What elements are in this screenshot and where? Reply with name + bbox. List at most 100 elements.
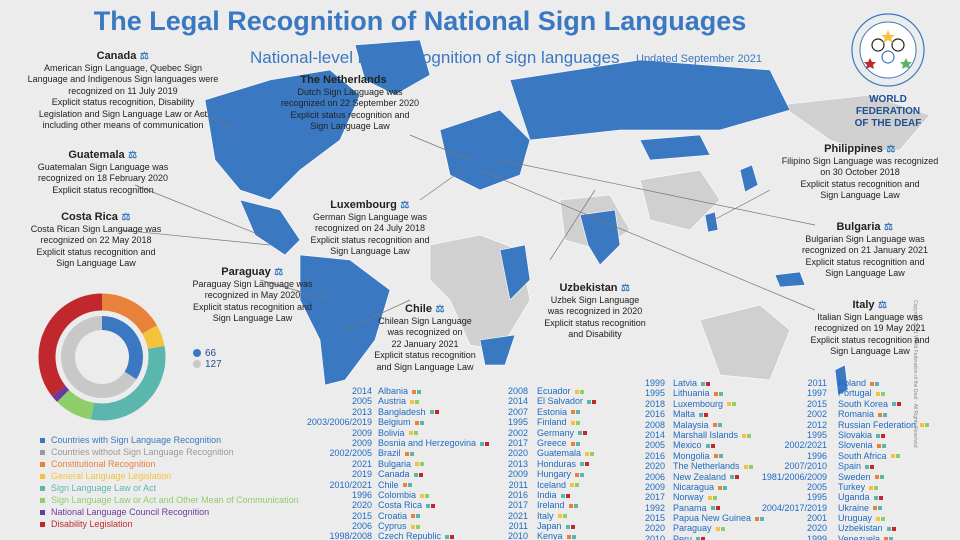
map-new-zealand — [834, 364, 849, 396]
category-marker — [574, 389, 579, 394]
row-country: Uganda — [838, 492, 883, 502]
category-marker — [715, 506, 720, 511]
row-year: 2020 — [351, 500, 372, 511]
row-year: 2012 — [806, 419, 827, 430]
row-country: The Netherlands — [673, 461, 753, 471]
row-country: Bulgaria — [378, 459, 425, 469]
row-country: Romania — [838, 409, 888, 419]
note-country-label: Paraguay — [221, 266, 271, 278]
category-marker — [414, 420, 419, 425]
row-year: 2016 — [644, 450, 665, 461]
category-marker — [889, 537, 894, 540]
category-marker — [585, 451, 590, 456]
category-marker — [568, 503, 573, 508]
count-recognized: 66 — [193, 348, 216, 359]
row-country-name: Paraguay — [673, 523, 712, 534]
note-line: Uzbek Sign Language — [550, 294, 640, 305]
row-country: Germany — [537, 428, 588, 438]
category-marker — [720, 527, 725, 532]
row-category-markers — [715, 523, 725, 533]
row-year: 2002/2005 — [329, 448, 372, 459]
row-country: Malaysia — [673, 420, 722, 430]
row-country: Ireland — [537, 500, 578, 510]
row-year: 2021 — [351, 458, 372, 469]
note-luxembourg: Luxembourg ⚖ German Sign Language was recog… — [290, 199, 450, 258]
count-recognized-dot — [193, 349, 201, 358]
category-marker — [748, 464, 753, 469]
note-country-label: The Netherlands — [300, 74, 387, 86]
note-country-name: Guatemala ⚖ — [28, 149, 178, 162]
wfd-name: WORLD FEDERATION OF THE DEAF — [838, 94, 938, 130]
row-category-markers — [570, 407, 581, 417]
row-country-name: Costa Rica — [378, 500, 423, 511]
row-country-name: Slovakia — [838, 429, 873, 440]
note-the-netherlands: The Netherlands ⚖ Dutch Sign Language was r… — [270, 74, 430, 133]
row-year: 2009 — [351, 437, 372, 448]
row-country: Costa Rica — [378, 500, 436, 511]
row-category-markers — [713, 388, 723, 398]
category-marker — [875, 381, 880, 386]
category-marker — [415, 462, 420, 467]
note-country-label: Canada — [96, 50, 137, 62]
row-category-markers — [695, 534, 706, 540]
gavel-icon: ⚖ — [435, 304, 445, 315]
category-marker — [874, 475, 879, 480]
row-category-markers — [741, 430, 752, 440]
row-category-markers — [404, 448, 414, 458]
row-country-name: Bangladesh — [378, 406, 426, 417]
row-country-name: Honduras — [537, 458, 577, 469]
row-country-name: Belgium — [378, 417, 411, 428]
row-country: Slovakia — [838, 429, 886, 440]
row-country-name: Luxembourg — [673, 398, 724, 409]
row-country-name: Malaysia — [673, 419, 709, 430]
row-year: 2014 — [507, 396, 528, 407]
category-marker — [870, 381, 875, 386]
row-country: South Korea — [838, 399, 902, 409]
row-country-name: Papua New Guinea — [673, 513, 752, 524]
note-country-name: Luxembourg ⚖ — [290, 199, 450, 212]
category-marker — [879, 475, 884, 480]
row-country-name: Brazil — [378, 448, 401, 459]
map-mexico-central — [239, 199, 301, 256]
row-year: 2020 — [507, 448, 528, 459]
row-country-name: Ecuador — [537, 386, 571, 396]
donut-outer-segment — [38, 293, 103, 397]
row-category-markers — [886, 523, 896, 533]
row-year: 2005 — [644, 440, 665, 451]
row-year: 2017 — [507, 500, 528, 511]
note-line: Explicit status recognition — [544, 317, 646, 328]
category-marker — [727, 402, 732, 407]
donut-outer-segment — [57, 389, 95, 420]
row-category-markers — [707, 492, 717, 502]
category-marker — [735, 475, 740, 480]
legend-label: National Language Council Recognition — [51, 507, 210, 517]
category-marker — [892, 402, 897, 407]
wfd-logo-icon — [851, 13, 925, 87]
row-year: 2020 — [806, 523, 827, 534]
row-year: 2009 — [351, 427, 372, 438]
row-country: Ecuador — [537, 386, 584, 396]
category-marker — [696, 537, 701, 540]
row-category-markers — [698, 409, 709, 419]
note-country-name: Bulgaria ⚖ — [780, 221, 950, 234]
row-year: 2002 — [806, 409, 827, 420]
wfd-name-line2: OF THE DEAF — [854, 118, 922, 129]
note-line: Dutch Sign Language was — [297, 86, 403, 97]
row-country-name: Sweden — [838, 471, 871, 482]
legend-item: Countries with Sign Language Recognition — [40, 434, 299, 446]
row-year: 2001 — [806, 513, 827, 524]
row-year: 1995 — [507, 417, 528, 428]
category-marker — [713, 392, 718, 397]
note-line: Sign Language Law — [56, 258, 136, 268]
row-category-markers — [713, 451, 723, 461]
category-marker — [425, 493, 430, 498]
legend-label: Sign Language Law or Act and Other Mean … — [51, 495, 299, 505]
row-country-name: Japan — [537, 521, 562, 532]
category-marker — [717, 423, 722, 428]
row-year: 1996 — [351, 489, 372, 500]
row-country: Colombia — [378, 490, 430, 500]
legend-swatch — [40, 486, 45, 492]
note-line: on 30 October 2018 — [820, 167, 900, 177]
row-country-name: Norway — [673, 492, 704, 503]
note-uzbekistan: Uzbekistan ⚖ Uzbek Sign Language was recogn… — [525, 282, 665, 341]
